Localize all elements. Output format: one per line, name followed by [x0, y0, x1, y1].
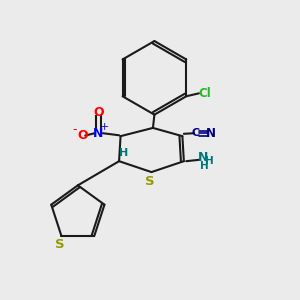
Text: N: N	[206, 127, 216, 140]
Text: S: S	[145, 175, 155, 188]
Text: O: O	[77, 129, 88, 142]
Text: H: H	[205, 156, 214, 166]
Text: +: +	[100, 122, 109, 132]
Text: N: N	[198, 151, 208, 164]
Text: O: O	[93, 106, 104, 118]
Text: Cl: Cl	[199, 87, 211, 100]
Text: H: H	[200, 161, 209, 171]
Text: C: C	[192, 128, 200, 138]
Text: -: -	[72, 123, 77, 136]
Text: H: H	[119, 148, 128, 158]
Text: N: N	[93, 127, 104, 140]
Text: S: S	[55, 238, 65, 251]
